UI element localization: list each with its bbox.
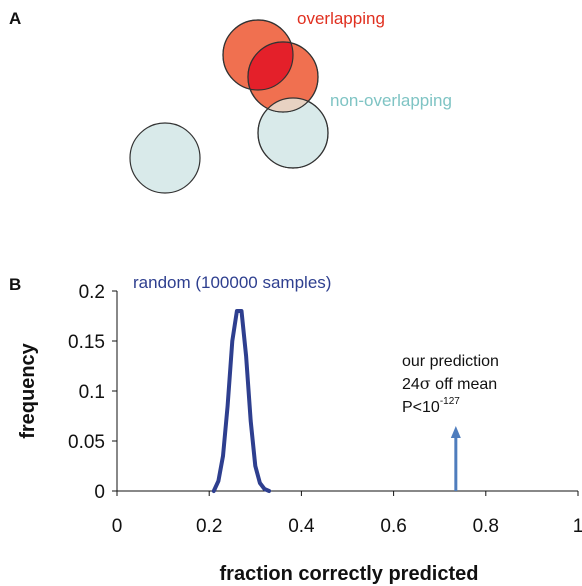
random-distribution-point	[235, 309, 239, 313]
panel-a-letter: A	[9, 9, 21, 28]
x-ticks: 0 0.2 0.4 0.6 0.8 1	[112, 491, 582, 537]
x-tick-label: 0.2	[196, 516, 222, 537]
random-distribution-point	[226, 404, 230, 408]
series-label: random (100000 samples)	[133, 273, 331, 292]
panel-a: A overlapping non-overlapping	[9, 9, 452, 194]
random-distribution-point	[253, 464, 257, 468]
non-overlapping-circle-left	[129, 122, 201, 194]
frequency-plot: 0 0.05 0.1 0.15 0.2 0 0.2 0.4 0.6 0.8 1	[68, 282, 582, 537]
random-distribution-point	[212, 489, 216, 493]
x-tick-label: 0	[112, 516, 123, 537]
random-distribution-line	[211, 309, 272, 493]
x-axis-title: fraction correctly predicted	[220, 563, 479, 585]
x-tick-label: 0.4	[288, 516, 315, 537]
annotation-p-prefix: P<10	[402, 399, 440, 416]
overlapping-intersection	[248, 42, 293, 90]
random-distribution-point	[230, 339, 234, 343]
y-tick-label: 0.15	[68, 332, 105, 353]
random-distribution-point	[249, 419, 253, 423]
y-axis-title: frequency	[17, 342, 39, 438]
panel-b-letter: B	[9, 275, 21, 294]
annotation-line-2: 24σ off mean	[402, 374, 497, 393]
random-distribution-point	[267, 489, 271, 493]
overlapping-circle-right-outline	[247, 41, 319, 113]
non-overlapping-circle-right-outline	[257, 97, 329, 169]
sigma-symbol: σ	[420, 374, 431, 393]
prediction-arrow	[450, 426, 461, 491]
y-tick-label: 0	[94, 482, 105, 503]
random-distribution-points	[212, 309, 271, 493]
panel-b: B 0 0.05 0.1 0.15 0.2 0 0.2 0.4 0.6 0.8 1 random …	[9, 273, 582, 585]
random-distribution-point	[263, 487, 267, 491]
random-distribution-point	[244, 354, 248, 358]
prediction-arrow-head	[450, 426, 461, 438]
y-ticks: 0 0.05 0.1 0.15 0.2	[68, 282, 117, 503]
y-tick-label: 0.2	[79, 282, 105, 303]
annotation-line-3: P<10-127	[402, 396, 460, 416]
random-distribution-point	[221, 454, 225, 458]
x-tick-label: 0.8	[473, 516, 499, 537]
annotation-p-exponent: -127	[440, 396, 460, 407]
random-distribution-point	[216, 479, 220, 483]
overlapping-circle-left-outline	[222, 19, 294, 91]
y-tick-label: 0.05	[68, 432, 105, 453]
annotation-sigma-prefix: 24	[402, 376, 420, 393]
overlapping-label: overlapping	[297, 9, 385, 28]
y-tick-label: 0.1	[79, 382, 105, 403]
annotation-line-1: our prediction	[402, 353, 499, 370]
annotation-sigma-suffix: off mean	[431, 376, 497, 393]
random-distribution-point	[239, 309, 243, 313]
non-overlapping-label: non-overlapping	[330, 91, 452, 110]
random-distribution-point	[258, 481, 262, 485]
x-tick-label: 1	[573, 516, 582, 537]
x-tick-label: 0.6	[380, 516, 406, 537]
